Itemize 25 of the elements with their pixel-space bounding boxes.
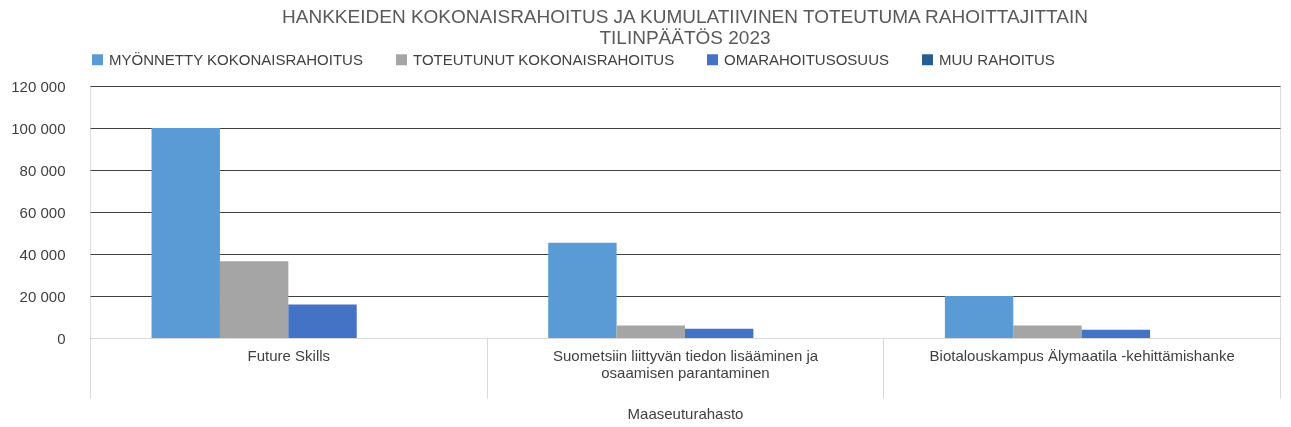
y-tick-label: 80 000 bbox=[19, 161, 66, 179]
legend-label: MYÖNNETTY KOKONAISRAHOITUS bbox=[109, 50, 363, 68]
bar bbox=[1081, 329, 1151, 338]
bar bbox=[685, 328, 754, 338]
y-tick-label: 60 000 bbox=[19, 203, 66, 221]
bar bbox=[288, 304, 357, 338]
legend-label: TOTEUTUNUT KOKONAISRAHOITUS bbox=[413, 50, 675, 68]
chart-title: HANKKEIDEN KOKONAISRAHOITUS JA KUMULATIIVINEN TOTEUTUMA RAHOITTAJITTAIN TILINPÄÄTÖS 2023 bbox=[282, 6, 1088, 48]
bar bbox=[616, 325, 685, 338]
bar bbox=[548, 242, 617, 338]
y-tick-label: 100 000 bbox=[11, 119, 66, 137]
legend-label: OMARAHOITUSOSUUS bbox=[724, 50, 890, 68]
bar bbox=[151, 128, 220, 338]
x-tick-label: Biotalouskampus Älymaatila -kehittämishanke bbox=[929, 346, 1235, 364]
legend-label: MUU RAHOITUS bbox=[939, 50, 1055, 68]
y-tick-label: 40 000 bbox=[19, 245, 66, 263]
x-tick-label: Suometsiin liittyvän tiedon lisääminen ja osaamisen parantaminen bbox=[552, 346, 819, 381]
y-tick-label: 0 bbox=[57, 329, 66, 347]
bar bbox=[219, 261, 289, 338]
y-tick-label: 120 000 bbox=[11, 77, 66, 95]
bar bbox=[944, 296, 1014, 338]
x-tick-label: Future Skills bbox=[247, 346, 331, 364]
x-axis-title: Maaseuturahasto bbox=[627, 405, 744, 422]
y-tick-label: 20 000 bbox=[19, 287, 66, 305]
bar bbox=[1013, 325, 1082, 338]
